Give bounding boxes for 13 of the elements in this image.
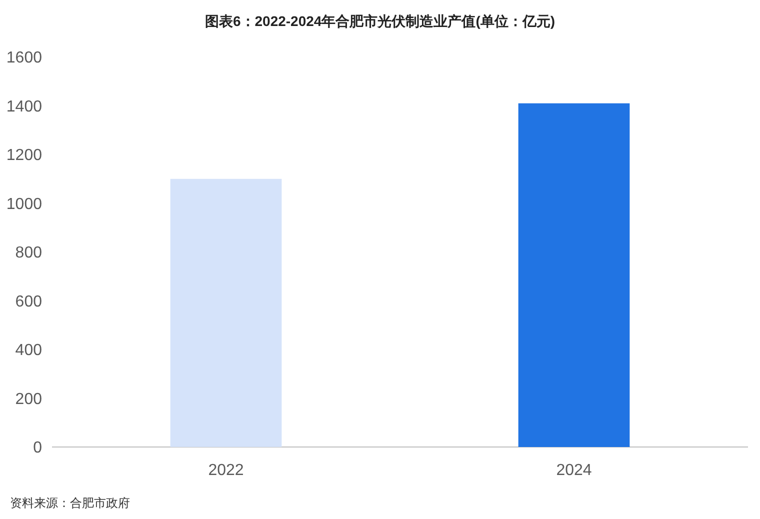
chart-title: 图表6：2022-2024年合肥市光伏制造业产值(单位：亿元) bbox=[204, 13, 556, 29]
y-tick-label: 1000 bbox=[6, 196, 42, 213]
y-tick-label: 1400 bbox=[6, 98, 42, 116]
x-tick-label: 2022 bbox=[208, 462, 244, 479]
text: 资料来源：合肥市政府 bbox=[10, 496, 130, 510]
y-tick-label: 800 bbox=[15, 244, 42, 262]
y-tick-label: 1600 bbox=[6, 50, 42, 67]
y-tick-label: 1200 bbox=[6, 147, 42, 164]
y-tick-label: 200 bbox=[15, 390, 42, 408]
x-tick-label: 2024 bbox=[556, 462, 592, 479]
y-tick-label: 400 bbox=[15, 342, 42, 360]
y-tick-label: 0 bbox=[33, 440, 42, 457]
y-tick-label: 600 bbox=[15, 293, 42, 310]
